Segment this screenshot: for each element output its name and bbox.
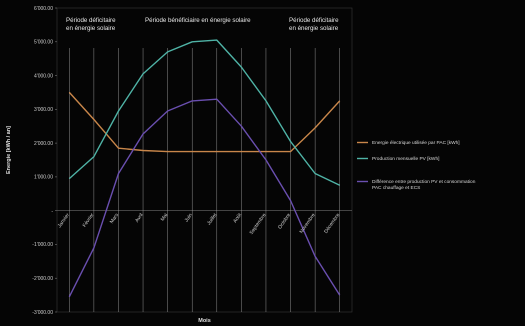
y-tick-label: -1'000.00 — [32, 242, 53, 248]
grid-layer — [55, 7, 353, 313]
y-tick-label: 5'000.00 — [34, 40, 53, 46]
period-annotation: Période déficitaire en énergie solaire — [289, 17, 339, 32]
y-tick-label: 6'000.00 — [34, 6, 53, 12]
x-tick-label: Août — [232, 212, 243, 224]
period-annotation: Période bénéficiaire en énergie solaire — [145, 17, 251, 24]
legend-label: Production mensuelle PV [kWh] — [372, 156, 439, 162]
y-tick-label: - — [51, 208, 53, 214]
y-tick-label: 4'000.00 — [34, 73, 53, 79]
x-tick-label: Avril — [134, 212, 144, 223]
y-tick-label: 1'000.00 — [34, 175, 53, 181]
y-tick-label: 3'000.00 — [34, 107, 53, 113]
x-tick-label: Juin — [184, 212, 194, 223]
y-axis-title: Energie [kWh / an] — [6, 126, 12, 174]
y-tick-label: -2'000.00 — [32, 276, 53, 282]
series-line-3 — [68, 98, 341, 298]
legend-layer: Energie électrique utilisée par PAC [kWh… — [357, 140, 476, 191]
legend-label: Energie électrique utilisée par PAC [kWh… — [372, 140, 460, 146]
x-tick-label: Mai — [160, 212, 170, 222]
x-tick-label: Mars — [109, 212, 121, 225]
x-axis-title: Mois — [198, 318, 211, 324]
legend-label: Différence entre production PV et consom… — [372, 179, 476, 191]
period-annotation: Période déficitaire en énergie solaire — [66, 17, 116, 32]
series-line-2 — [68, 39, 341, 186]
y-tick-label: 2'000.00 — [34, 141, 53, 147]
y-tick-label: -3'000.00 — [32, 310, 53, 316]
plot-area — [56, 7, 353, 313]
series-layer — [68, 39, 341, 298]
